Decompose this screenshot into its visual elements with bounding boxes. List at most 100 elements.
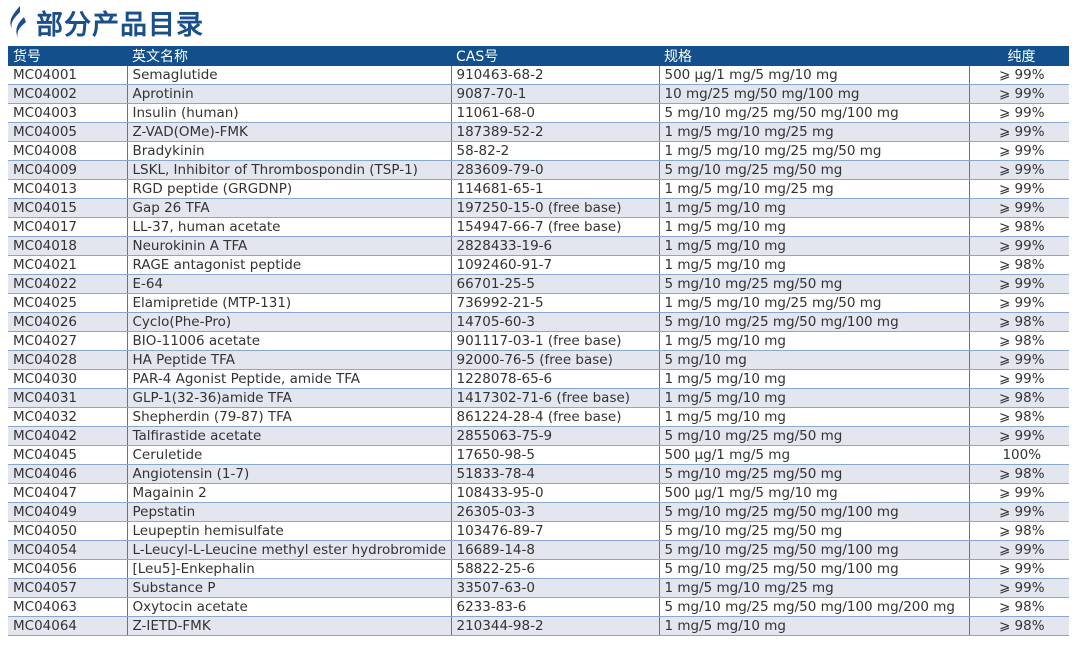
name-cell: Semaglutide [126,66,452,85]
table-header-row: 货号 英文名称 CAS号 规格 纯度 [8,46,1069,66]
name-cell: RGD peptide (GRGDNP) [126,179,452,199]
cas-cell: 187389-52-2 [450,122,660,142]
catalog-no-cell: MC04049 [8,502,128,522]
table-row: MC04057 Substance P 33507-63-0 1 mg/5 mg/10… [8,578,1069,598]
spec-cell: 1 mg/5 mg/10 mg/25 mg [658,578,970,598]
cas-cell: 910463-68-2 [450,66,660,85]
table-row: MC04002 Aprotinin 9087-70-1 10 mg/25 mg/50 … [8,84,1069,104]
catalog-no-cell: MC04008 [8,141,128,161]
catalog-header: 部分产品目录 [6,2,204,42]
catalog-no-cell: MC04009 [8,160,128,180]
purity-cell: ⩾ 99% [968,540,1069,560]
purity-cell: ⩾ 99% [968,274,1069,294]
purity-cell: ⩾ 99% [968,502,1069,522]
catalog-no-cell: MC04056 [8,559,128,579]
table-row: MC04064 Z-IETD-FMK 210344-98-2 1 mg/5 mg/10… [8,616,1069,636]
cas-cell: 58822-25-6 [450,559,660,579]
catalog-no-cell: MC04017 [8,217,128,237]
name-cell: HA Peptide TFA [126,350,452,370]
spec-cell: 5 mg/10 mg/25 mg/50 mg [658,274,970,294]
spec-cell: 1 mg/5 mg/10 mg [658,369,970,389]
column-header-spec: 规格 [659,46,969,66]
catalog-no-cell: MC04050 [8,521,128,541]
table-row: MC04032 Shepherdin (79-87) TFA 861224-28-4… [8,407,1069,427]
catalog-no-cell: MC04042 [8,426,128,446]
name-cell: GLP-1(32-36)amide TFA [126,388,452,408]
column-header-name: 英文名称 [127,46,451,66]
name-cell: [Leu5]-Enkephalin [126,559,452,579]
name-cell: Angiotensin (1-7) [126,464,452,484]
purity-cell: ⩾ 98% [968,407,1069,427]
purity-cell: ⩾ 98% [968,255,1069,275]
purity-cell: ⩾ 98% [968,388,1069,408]
catalog-no-cell: MC04028 [8,350,128,370]
cas-cell: 1092460-91-7 [450,255,660,275]
name-cell: Neurokinin A TFA [126,236,452,256]
table-row: MC04054 L-Leucyl-L-Leucine methyl ester h… [8,540,1069,560]
spec-cell: 500 µg/1 mg/5 mg/10 mg [658,483,970,503]
name-cell: Leupeptin hemisulfate [126,521,452,541]
cas-cell: 283609-79-0 [450,160,660,180]
cas-cell: 861224-28-4 (free base) [450,407,660,427]
flame-logo-icon [10,6,26,38]
table-row: MC04050 Leupeptin hemisulfate 103476-89-7 5… [8,521,1069,541]
name-cell: Insulin (human) [126,103,452,123]
spec-cell: 5 mg/10 mg/25 mg/50 mg/100 mg [658,103,970,123]
cas-cell: 103476-89-7 [450,521,660,541]
table-row: MC04063 Oxytocin acetate 6233-83-6 5 mg/10 … [8,597,1069,617]
cas-cell: 1228078-65-6 [450,369,660,389]
catalog-no-cell: MC04063 [8,597,128,617]
purity-cell: ⩾ 99% [968,578,1069,598]
purity-cell: ⩾ 99% [968,66,1069,85]
purity-cell: ⩾ 99% [968,369,1069,389]
name-cell: BIO-11006 acetate [126,331,452,351]
purity-cell: ⩾ 99% [968,559,1069,579]
table-row: MC04005 Z-VAD(OMe)-FMK 187389-52-2 1 mg/5 m… [8,122,1069,142]
name-cell: Ceruletide [126,445,452,465]
catalog-no-cell: MC04018 [8,236,128,256]
name-cell: PAR-4 Agonist Peptide, amide TFA [126,369,452,389]
table-row: MC04056 [Leu5]-Enkephalin 58822-25-6 5 mg/1… [8,559,1069,579]
name-cell: Substance P [126,578,452,598]
purity-cell: ⩾ 98% [968,464,1069,484]
spec-cell: 5 mg/10 mg/25 mg/50 mg/100 mg [658,540,970,560]
cas-cell: 51833-78-4 [450,464,660,484]
cas-cell: 108433-95-0 [450,483,660,503]
product-table: 货号 英文名称 CAS号 规格 纯度 MC04001 Semaglutide 910… [8,46,1069,636]
name-cell: E-64 [126,274,452,294]
spec-cell: 1 mg/5 mg/10 mg [658,407,970,427]
spec-cell: 1 mg/5 mg/10 mg [658,255,970,275]
catalog-no-cell: MC04045 [8,445,128,465]
catalog-no-cell: MC04015 [8,198,128,218]
table-row: MC04028 HA Peptide TFA 92000-76-5 (free ba… [8,350,1069,370]
catalog-no-cell: MC04003 [8,103,128,123]
purity-cell: ⩾ 98% [968,597,1069,617]
table-row: MC04015 Gap 26 TFA 197250-15-0 (free base)… [8,198,1069,218]
catalog-no-cell: MC04054 [8,540,128,560]
name-cell: RAGE antagonist peptide [126,255,452,275]
spec-cell: 1 mg/5 mg/10 mg [658,236,970,256]
spec-cell: 500 µg/1 mg/5 mg/10 mg [658,66,970,85]
purity-cell: ⩾ 99% [968,483,1069,503]
purity-cell: ⩾ 99% [968,179,1069,199]
purity-cell: ⩾ 99% [968,122,1069,142]
purity-cell: ⩾ 99% [968,293,1069,313]
purity-cell: ⩾ 99% [968,141,1069,161]
cas-cell: 92000-76-5 (free base) [450,350,660,370]
table-row: MC04042 Talfirastide acetate 2855063-75-9 5… [8,426,1069,446]
cas-cell: 11061-68-0 [450,103,660,123]
purity-cell: ⩾ 98% [968,217,1069,237]
catalog-no-cell: MC04001 [8,66,128,85]
purity-cell: ⩾ 98% [968,331,1069,351]
purity-cell: ⩾ 99% [968,103,1069,123]
name-cell: Talfirastide acetate [126,426,452,446]
cas-cell: 6233-83-6 [450,597,660,617]
cas-cell: 26305-03-3 [450,502,660,522]
column-header-catalog-no: 货号 [8,46,127,66]
spec-cell: 1 mg/5 mg/10 mg/25 mg/50 mg [658,141,970,161]
table-row: MC04025 Elamipretide (MTP-131) 736992-21-5… [8,293,1069,313]
cas-cell: 901117-03-1 (free base) [450,331,660,351]
cas-cell: 1417302-71-6 (free base) [450,388,660,408]
spec-cell: 5 mg/10 mg/25 mg/50 mg/100 mg/200 mg [658,597,970,617]
table-row: MC04008 Bradykinin 58-82-2 1 mg/5 mg/10 mg/… [8,141,1069,161]
